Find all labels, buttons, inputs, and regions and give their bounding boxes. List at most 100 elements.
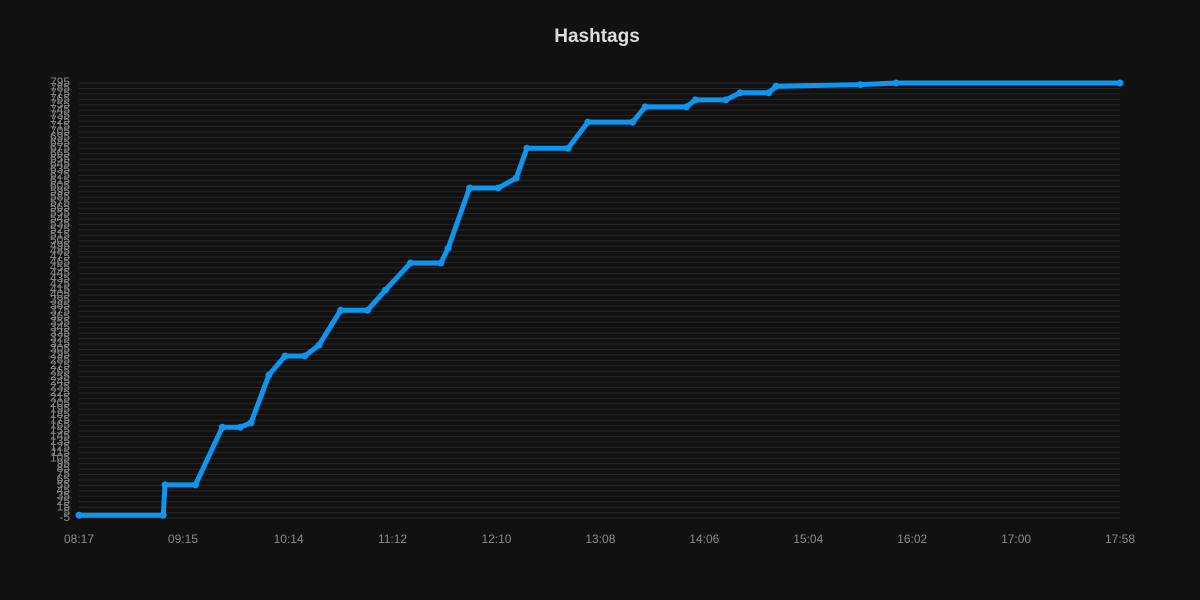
y-tick-label: 275 bbox=[50, 358, 70, 372]
data-point bbox=[363, 306, 371, 314]
x-tick-label: 08:17 bbox=[64, 532, 94, 546]
y-tick-label: 85 bbox=[57, 461, 71, 475]
y-tick-label: 45 bbox=[57, 483, 71, 497]
y-tick-label: 675 bbox=[50, 140, 70, 154]
data-point bbox=[337, 306, 345, 314]
y-tick-label: 335 bbox=[50, 325, 70, 339]
y-tick-label: 695 bbox=[50, 130, 70, 144]
y-tick-label: 205 bbox=[50, 396, 70, 410]
y-tick-label: 125 bbox=[50, 439, 70, 453]
y-tick-label: 745 bbox=[50, 102, 70, 116]
data-point bbox=[722, 96, 730, 104]
data-point bbox=[281, 352, 289, 360]
x-tick-label: 15:04 bbox=[793, 532, 823, 546]
y-tick-label: 795 bbox=[50, 75, 70, 89]
y-tick-label: 145 bbox=[50, 429, 70, 443]
data-point bbox=[406, 259, 414, 267]
y-tick-label: 385 bbox=[50, 298, 70, 312]
y-tick-label: 435 bbox=[50, 271, 70, 285]
data-point bbox=[691, 96, 699, 104]
data-point bbox=[444, 244, 452, 252]
data-point bbox=[765, 89, 773, 97]
y-tick-label: 505 bbox=[50, 233, 70, 247]
data-point bbox=[1116, 79, 1124, 87]
y-tick-label: 305 bbox=[50, 342, 70, 356]
y-tick-label: 575 bbox=[50, 195, 70, 209]
x-tick-label: 11:12 bbox=[378, 532, 407, 546]
y-tick-label: 105 bbox=[50, 450, 70, 464]
y-tick-label: 425 bbox=[50, 276, 70, 290]
y-tick-label: 445 bbox=[50, 265, 70, 279]
y-tick-label: 525 bbox=[50, 222, 70, 236]
data-point bbox=[236, 423, 244, 431]
data-point bbox=[736, 89, 744, 97]
y-tick-label: -5 bbox=[59, 510, 70, 524]
y-tick-label: 475 bbox=[50, 249, 70, 263]
y-tick-label: 15 bbox=[57, 499, 71, 513]
y-tick-label: 755 bbox=[50, 97, 70, 111]
y-tick-label: 315 bbox=[50, 336, 70, 350]
y-tick-label: 715 bbox=[50, 119, 70, 133]
y-tick-label: 165 bbox=[50, 418, 70, 432]
data-point bbox=[892, 79, 900, 87]
y-tick-label: 135 bbox=[50, 434, 70, 448]
x-tick-label: 13:08 bbox=[585, 532, 615, 546]
y-tick-label: 175 bbox=[50, 412, 70, 426]
y-tick-label: 325 bbox=[50, 331, 70, 345]
y-tick-label: 295 bbox=[50, 347, 70, 361]
data-line bbox=[76, 80, 1123, 518]
y-tick-label: 245 bbox=[50, 374, 70, 388]
chart-title: Hashtags bbox=[554, 26, 640, 47]
data-point bbox=[584, 118, 592, 126]
data-point bbox=[772, 82, 780, 90]
y-tick-label: 785 bbox=[50, 81, 70, 95]
data-point bbox=[315, 341, 323, 349]
y-tick-label: 775 bbox=[50, 86, 70, 100]
y-tick-label: 665 bbox=[50, 146, 70, 160]
y-tick-label: 725 bbox=[50, 113, 70, 127]
y-tick-label: 265 bbox=[50, 363, 70, 377]
y-tick-label: 765 bbox=[50, 91, 70, 105]
y-tick-label: 405 bbox=[50, 287, 70, 301]
y-tick-label: 455 bbox=[50, 260, 70, 274]
data-point bbox=[265, 371, 273, 379]
y-tick-label: 215 bbox=[50, 391, 70, 405]
y-tick-label: 75 bbox=[57, 467, 71, 481]
data-point bbox=[512, 174, 520, 182]
data-point bbox=[247, 419, 255, 427]
data-point bbox=[494, 184, 502, 192]
y-tick-label: 5 bbox=[63, 505, 70, 519]
data-point bbox=[564, 144, 572, 152]
y-tick-label: 705 bbox=[50, 124, 70, 138]
y-tick-label: 365 bbox=[50, 309, 70, 323]
y-tick-label: 65 bbox=[57, 472, 71, 486]
y-tick-label: 185 bbox=[50, 407, 70, 421]
y-tick-label: 645 bbox=[50, 157, 70, 171]
x-tick-label: 12:10 bbox=[481, 532, 511, 546]
y-tick-label: 285 bbox=[50, 352, 70, 366]
y-tick-label: 225 bbox=[50, 385, 70, 399]
y-tick-label: 685 bbox=[50, 135, 70, 149]
y-tick-label: 55 bbox=[57, 478, 71, 492]
x-tick-label: 17:00 bbox=[1001, 532, 1031, 546]
y-tick-label: 395 bbox=[50, 293, 70, 307]
data-point bbox=[75, 511, 83, 519]
y-tick-label: 615 bbox=[50, 173, 70, 187]
y-tick-label: 555 bbox=[50, 206, 70, 220]
y-tick-label: 635 bbox=[50, 162, 70, 176]
y-tick-label: 155 bbox=[50, 423, 70, 437]
y-tick-label: 655 bbox=[50, 151, 70, 165]
y-tick-label: 585 bbox=[50, 189, 70, 203]
y-tick-label: 255 bbox=[50, 369, 70, 383]
data-point bbox=[437, 259, 445, 267]
data-point bbox=[523, 144, 531, 152]
data-point bbox=[629, 118, 637, 126]
y-tick-label: 565 bbox=[50, 200, 70, 214]
data-point bbox=[301, 352, 309, 360]
y-tick-label: 465 bbox=[50, 255, 70, 269]
y-tick-label: 735 bbox=[50, 108, 70, 122]
data-point bbox=[641, 103, 649, 111]
y-tick-label: 485 bbox=[50, 244, 70, 258]
y-tick-label: 415 bbox=[50, 282, 70, 296]
